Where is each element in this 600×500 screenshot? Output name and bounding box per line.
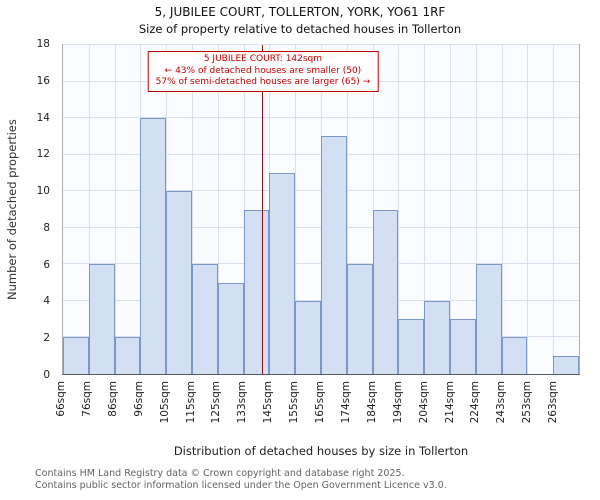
histogram-bar [372,209,399,374]
footer: Contains HM Land Registry data © Crown c… [35,468,447,491]
histogram-bar [398,319,425,374]
v-gridline [475,45,477,374]
property-size-marker-line [261,45,264,374]
x-tick-label: 204sqm [417,381,430,424]
histogram-bar [475,264,502,374]
annotation-line-1: 5 JUBILEE COURT: 142sqm [203,54,323,64]
v-gridline [192,45,193,374]
x-tick-label: 184sqm [365,381,378,424]
histogram-bar [295,300,321,374]
histogram-bar [321,136,347,374]
histogram-bar [217,282,244,374]
footer-line-2: Contains public sector information licen… [35,479,447,491]
histogram-bar [450,319,476,374]
x-tick-label: 224sqm [469,381,482,424]
x-tick-label: 76sqm [80,381,93,417]
x-tick-label: 145sqm [262,381,275,424]
histogram-bar [243,209,270,374]
v-gridline [527,45,529,374]
v-gridline [88,45,90,374]
histogram-bar [501,337,528,374]
x-tick-label: 86sqm [106,381,119,417]
x-tick-label: 133sqm [236,381,249,424]
v-gridline [217,45,219,374]
x-tick-label: 214sqm [443,381,456,424]
annotation-line-2: ← 43% of detached houses are smaller (50… [164,65,362,76]
v-gridline [553,45,555,374]
v-gridline [295,45,297,374]
property-annotation-box: 5 JUBILEE COURT: 142sqm ← 43% of detache… [147,51,379,92]
histogram-bar [346,264,373,374]
annotation-line-3: 57% of semi-detached houses are larger (… [155,77,371,87]
plot-area: 5 JUBILEE COURT: 142sqm ← 43% of detache… [62,44,580,375]
x-tick-label: 66sqm [55,381,67,417]
chart-subtitle: Size of property relative to detached ho… [138,22,462,36]
histogram-bar [140,118,167,374]
chart-title: 5, JUBILEE COURT, TOLLERTON, YORK, YO61 … [154,5,446,19]
x-tick-label: 253sqm [521,381,534,424]
x-tick-label: 115sqm [184,381,197,424]
x-tick-label: 174sqm [339,381,352,424]
y-tick-label: 8 [43,221,50,234]
y-axis-ticks: 0 2 4 6 8 10 12 14 16 18 [0,38,56,381]
v-gridline [346,45,348,374]
histogram-bar [166,191,192,374]
x-tick-label: 96sqm [132,381,145,417]
x-tick-label: 125sqm [210,381,223,424]
y-tick-label: 0 [43,369,50,381]
y-tick-label: 10 [36,185,50,198]
x-tick-label: 263sqm [547,381,560,424]
histogram-bar [114,337,141,374]
v-gridline [501,45,503,374]
histogram-bar [269,172,296,374]
histogram-bar [192,264,218,374]
x-axis-title: Distribution of detached houses by size … [173,444,469,458]
y-tick-label: 6 [43,258,50,271]
y-tick-label: 12 [36,148,50,161]
histogram-bar [63,337,89,374]
histogram-bar [553,355,579,374]
x-tick-label: 194sqm [391,381,404,424]
x-tick-label: 165sqm [314,381,326,424]
x-axis-ticks: 66sqm 76sqm 86sqm 96sqm 105sqm 115sqm 125sqm 13… [55,378,580,444]
histogram-bar [424,300,450,374]
x-tick-label: 105sqm [158,381,171,424]
histogram-bar [88,264,115,374]
y-tick-label: 16 [36,74,50,87]
y-tick-label: 2 [43,332,50,345]
x-tick-label: 155sqm [288,381,301,424]
y-tick-label: 4 [43,295,50,308]
v-gridline [450,45,451,374]
footer-line-1: Contains HM Land Registry data © Crown c… [35,468,405,479]
x-tick-label: 243sqm [495,381,508,424]
y-tick-label: 18 [36,38,50,50]
v-gridline [114,45,116,374]
h-gridline [63,44,579,45]
y-tick-label: 14 [36,111,50,124]
v-gridline [398,45,400,374]
v-gridline [424,45,426,374]
